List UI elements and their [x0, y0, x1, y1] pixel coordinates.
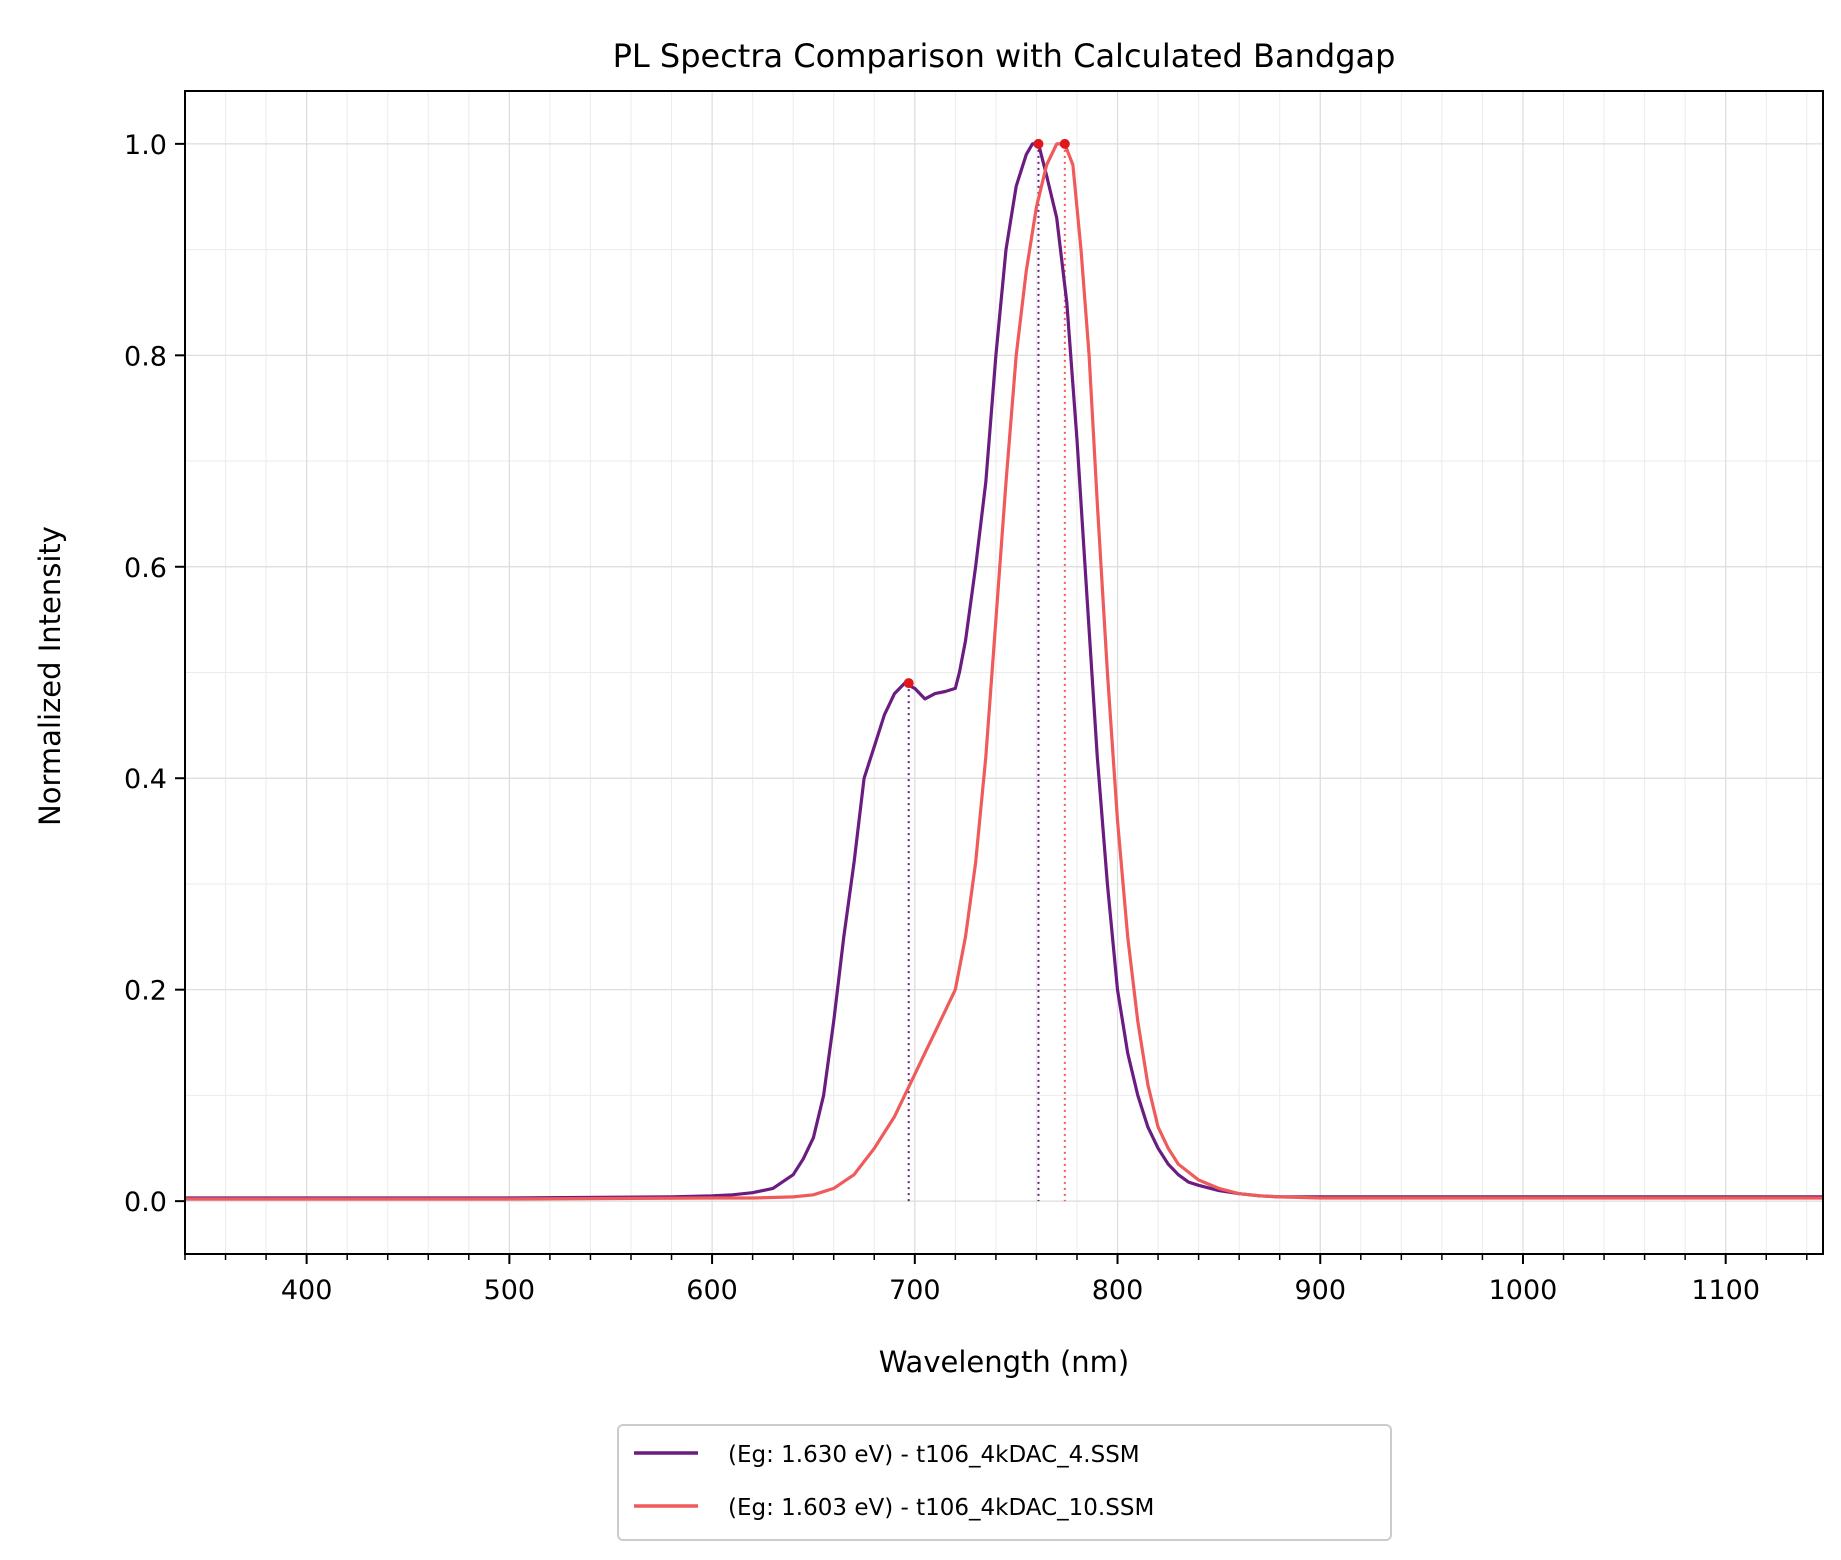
bandgap-marker-lines: [907, 143, 1066, 1202]
x-tick-label: 500: [484, 1275, 536, 1306]
peak-marker-3: [1059, 138, 1070, 149]
y-tick-label: 0.2: [124, 976, 167, 1007]
series-line-2: [185, 142, 1823, 1201]
peak-markers: [903, 138, 1070, 689]
y-tick-label: 1.0: [124, 130, 167, 161]
y-axis-ticks: 0.0 0.2 0.4 0.6 0.8 1.0: [124, 130, 185, 1218]
x-axis-label: Wavelength (nm): [879, 1345, 1130, 1379]
x-axis-ticks: 400 500 600 700 800 900 1000 1100: [184, 1254, 1808, 1306]
grid: [184, 91, 1823, 1254]
x-tick-label: 1000: [1489, 1275, 1558, 1306]
x-tick-label: 600: [686, 1275, 738, 1306]
x-tick-label: 700: [889, 1275, 941, 1306]
peak-marker-2: [1033, 138, 1044, 149]
y-tick-label: 0.4: [124, 764, 167, 795]
y-tick-label: 0.8: [124, 341, 167, 372]
x-tick-label: 1100: [1691, 1275, 1760, 1306]
x-tick-label: 900: [1294, 1275, 1346, 1306]
plot-frame: [184, 90, 1824, 1255]
y-axis-label: Normalized Intensity: [33, 526, 67, 826]
legend-box: [617, 1424, 1392, 1541]
peak-marker-1: [903, 678, 914, 689]
legend-label-series-1: (Eg: 1.630 eV) - t106_4kDAC_4.SSM: [728, 1442, 1140, 1468]
legend-label-series-2: (Eg: 1.603 eV) - t106_4kDAC_10.SSM: [728, 1495, 1154, 1521]
chart-title: PL Spectra Comparison with Calculated Ba…: [613, 37, 1396, 75]
y-tick-label: 0.0: [124, 1187, 167, 1218]
series-lines: [185, 142, 1823, 1201]
series-line-1: [185, 142, 1823, 1200]
legend: (Eg: 1.630 eV) - t106_4kDAC_4.SSM (Eg: 1…: [617, 1424, 1392, 1541]
y-tick-label: 0.6: [124, 553, 167, 584]
x-tick-label: 400: [281, 1275, 333, 1306]
x-tick-label: 800: [1092, 1275, 1144, 1306]
